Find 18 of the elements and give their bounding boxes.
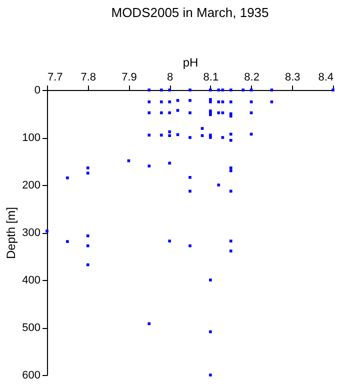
x-tick-label: 7.7 <box>48 72 63 84</box>
y-tick-label: 300 <box>22 227 40 239</box>
y-tick-label: 600 <box>22 370 40 382</box>
y-tick-label: 100 <box>22 132 40 144</box>
chart-title: MODS2005 in March, 1935 <box>111 5 269 20</box>
y-axis-title: Depth [m] <box>4 206 18 260</box>
y-tick-label: 400 <box>22 274 40 286</box>
x-tick-label: 8.3 <box>284 72 300 84</box>
y-tick-label: 500 <box>22 322 40 334</box>
y-tick-label: 200 <box>22 180 40 192</box>
x-tick-label: 8.1 <box>203 72 219 84</box>
x-tick-label: 8.2 <box>244 72 260 84</box>
x-tick-label: 8 <box>167 72 174 84</box>
x-tick-label: 7.8 <box>80 72 96 84</box>
x-tick-label: 7.9 <box>122 72 137 84</box>
x-tick-label: 8.4 <box>318 72 334 84</box>
x-axis-title: pH <box>182 56 198 70</box>
y-tick-label: 0 <box>34 84 40 96</box>
